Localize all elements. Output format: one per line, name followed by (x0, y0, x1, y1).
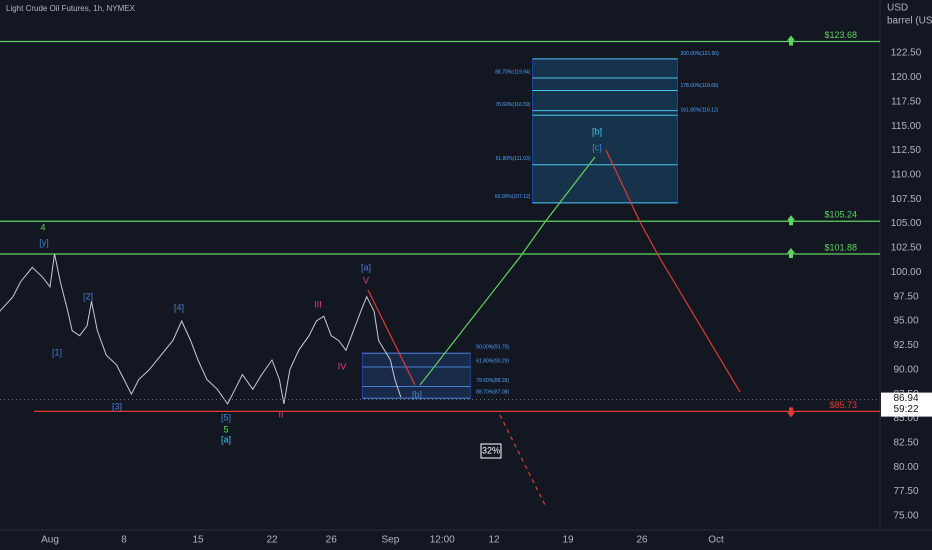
level-arrow (787, 215, 795, 226)
wave-label: 4 (40, 222, 45, 232)
fib-label: 178.60%(118.66) (680, 83, 718, 89)
wave-label: [5] (221, 412, 231, 422)
wave-label: [2] (83, 291, 93, 301)
fib-label: 78.60%(88.28) (476, 378, 509, 384)
x-tick-label: Oct (708, 535, 724, 546)
y-tick-label: 117.50 (891, 96, 921, 107)
x-tick-label: 12:00 (430, 535, 455, 546)
projection-down (605, 149, 741, 393)
y-tick-label: 110.00 (891, 169, 921, 180)
fib-label: 78.60%(116.59) (495, 102, 531, 108)
fib-zone (531, 58, 679, 204)
wave-label: IV (338, 361, 347, 371)
x-tick-label: 8 (121, 535, 127, 546)
countdown-label: 59:22 (893, 404, 918, 415)
level-label: $105.24 (824, 210, 857, 220)
last-price-box (881, 392, 932, 417)
wave-label: III (314, 299, 322, 309)
level-arrow (787, 407, 795, 418)
wave-label: II (278, 409, 283, 419)
projection-dashed (499, 414, 546, 506)
probability-box (480, 443, 502, 459)
wave-label: [b] (592, 126, 602, 136)
x-tick-label: 19 (562, 535, 574, 546)
y-tick-label: 77.50 (893, 486, 918, 497)
fib-label: 88.70%(87.08) (476, 390, 509, 396)
wave-label: V (363, 275, 369, 285)
unit-label: barrel (US) (887, 16, 932, 27)
x-tick-label: 15 (192, 535, 204, 546)
y-tick-label: 82.50 (893, 438, 918, 449)
y-tick-label: 122.50 (891, 48, 922, 59)
y-tick-label: 95.00 (893, 316, 918, 327)
y-tick-label: 115.00 (891, 121, 921, 132)
probability-label: 32% (482, 445, 500, 455)
y-tick-label: 85.00 (893, 413, 918, 424)
x-tick-label: Sep (382, 535, 400, 546)
y-tick-label: 105.00 (891, 218, 922, 229)
level-label: $85.73 (829, 400, 857, 410)
y-tick-label: 92.50 (893, 340, 918, 351)
y-tick-label: 107.50 (891, 194, 922, 205)
chart-title: Light Crude Oil Futures, 1h, NYMEX (6, 4, 136, 13)
fib-label: 161.80%(116.12) (680, 108, 718, 114)
wave-label: [c] (592, 142, 602, 152)
y-tick-label: 102.50 (891, 243, 922, 254)
wave-label: [a] (221, 434, 231, 444)
y-tick-label: 100.00 (891, 267, 922, 278)
unit-label: USD (887, 3, 908, 14)
x-tick-label: 26 (636, 535, 648, 546)
last-price-label: 86.94 (893, 393, 918, 404)
y-tick-label: 80.00 (893, 462, 918, 473)
level-arrow (787, 35, 795, 46)
wave-label: [a] (361, 262, 371, 272)
wave-label: [y] (39, 237, 49, 247)
fib-label: 200.00%(121.90) (680, 51, 719, 57)
wave-label: [b] (412, 389, 422, 399)
level-label: $101.88 (824, 242, 857, 252)
wave-label: [1] (52, 347, 62, 357)
projection-up (419, 156, 596, 386)
fib-label: 50.00%(91.70) (476, 345, 509, 351)
y-tick-label: 120.00 (891, 72, 922, 83)
fib-zone (361, 352, 471, 399)
wave-label: [3] (112, 401, 122, 411)
projection-arrows (367, 149, 741, 506)
fib-label: 50.00%(107.12) (495, 194, 531, 200)
y-tick-label: 90.00 (893, 364, 918, 375)
projection-down (367, 289, 416, 386)
x-tick-label: 26 (326, 535, 338, 546)
wave-label: 5 (223, 424, 228, 434)
y-tick-label: 75.00 (893, 511, 918, 522)
wave-label: [4] (174, 302, 184, 312)
x-tick-label: 12 (488, 535, 500, 546)
fib-label: 61.80%(111.03) (496, 156, 531, 162)
x-tick-label: Aug (41, 535, 59, 546)
x-tick-label: 22 (266, 535, 278, 546)
level-arrow (787, 247, 795, 258)
y-tick-label: 112.50 (891, 145, 921, 156)
y-tick-label: 97.50 (893, 291, 918, 302)
price-line (0, 253, 402, 405)
level-label: $123.68 (824, 30, 857, 40)
fib-label: 88.70%(119.94) (495, 69, 531, 75)
fib-label: 61.80%(90.29) (476, 358, 509, 364)
